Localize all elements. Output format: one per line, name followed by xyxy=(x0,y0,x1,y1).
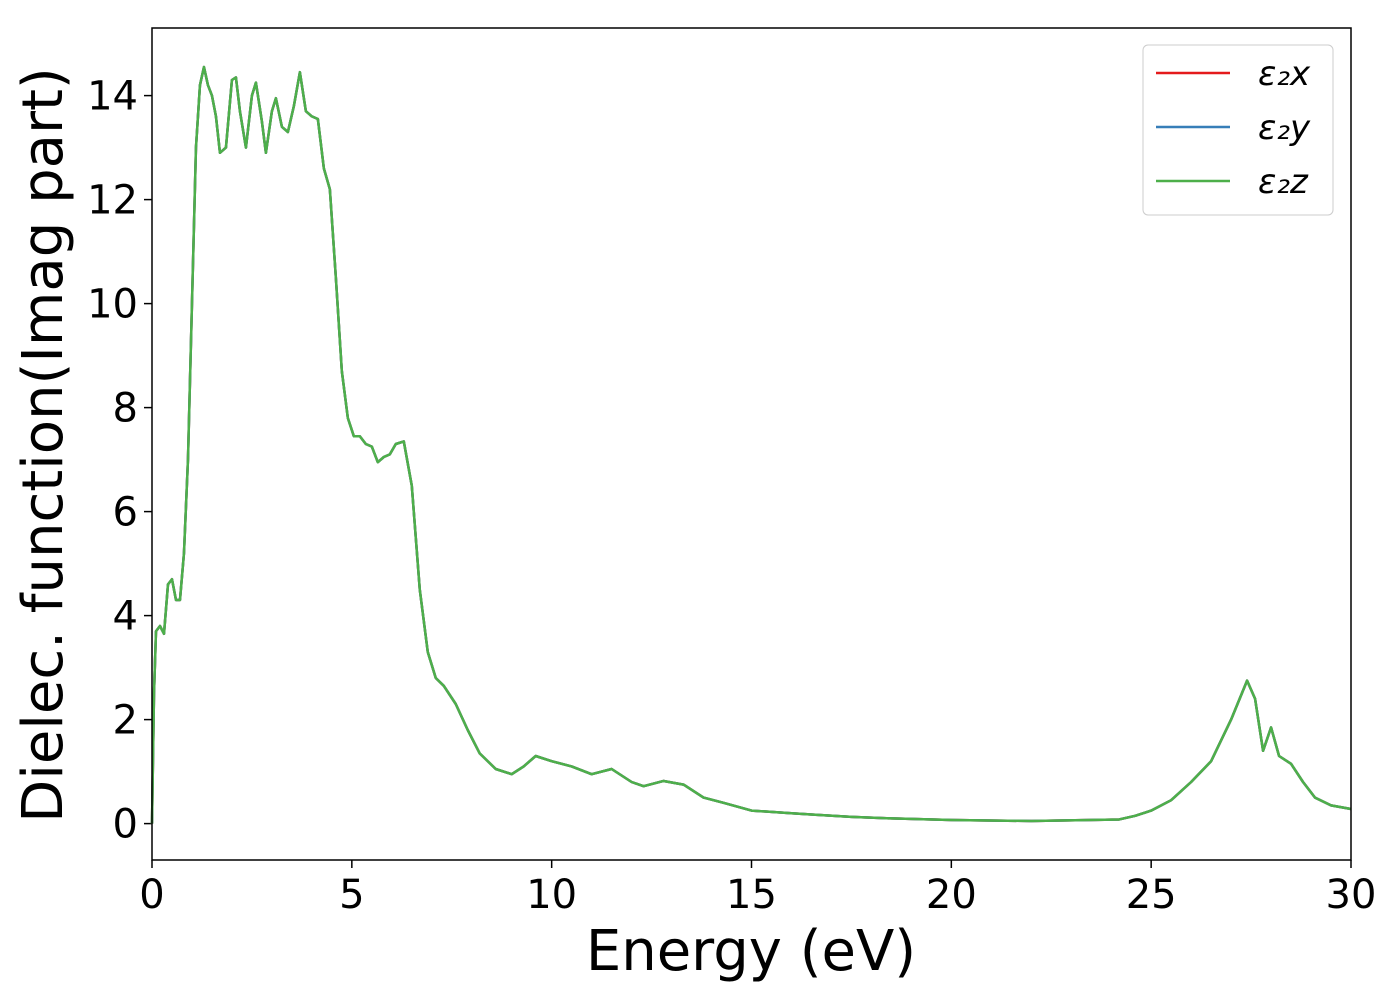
legend: ε₂x ε₂y ε₂z xyxy=(1142,44,1334,216)
y-tick-label: 10 xyxy=(87,282,138,328)
x-tick-label: 20 xyxy=(926,872,977,918)
legend-label: ε₂z xyxy=(1258,162,1309,202)
x-tick-label: 5 xyxy=(339,872,364,918)
y-axis-title: Dielec. function(Imag part) xyxy=(11,67,76,823)
y-tick-label: 8 xyxy=(113,386,138,432)
x-tick-label: 30 xyxy=(1326,872,1377,918)
x-tick-label: 0 xyxy=(139,872,164,918)
legend-label: ε₂y xyxy=(1258,108,1311,148)
legend-label: ε₂x xyxy=(1258,54,1311,94)
y-tick-label: 14 xyxy=(87,74,138,120)
plot-frame xyxy=(151,27,1352,861)
y-tick-label: 0 xyxy=(113,802,138,848)
y-tick-label: 4 xyxy=(113,594,138,640)
x-tick-label: 10 xyxy=(526,872,577,918)
legend-box xyxy=(1142,44,1334,216)
x-tick-label: 25 xyxy=(1126,872,1177,918)
y-tick-label: 6 xyxy=(113,490,138,536)
series-line xyxy=(150,65,1352,824)
x-axis-title: Energy (eV) xyxy=(586,919,916,984)
y-tick-label: 2 xyxy=(113,698,138,744)
x-tick-label: 15 xyxy=(726,872,777,918)
y-tick-label: 12 xyxy=(87,178,138,224)
